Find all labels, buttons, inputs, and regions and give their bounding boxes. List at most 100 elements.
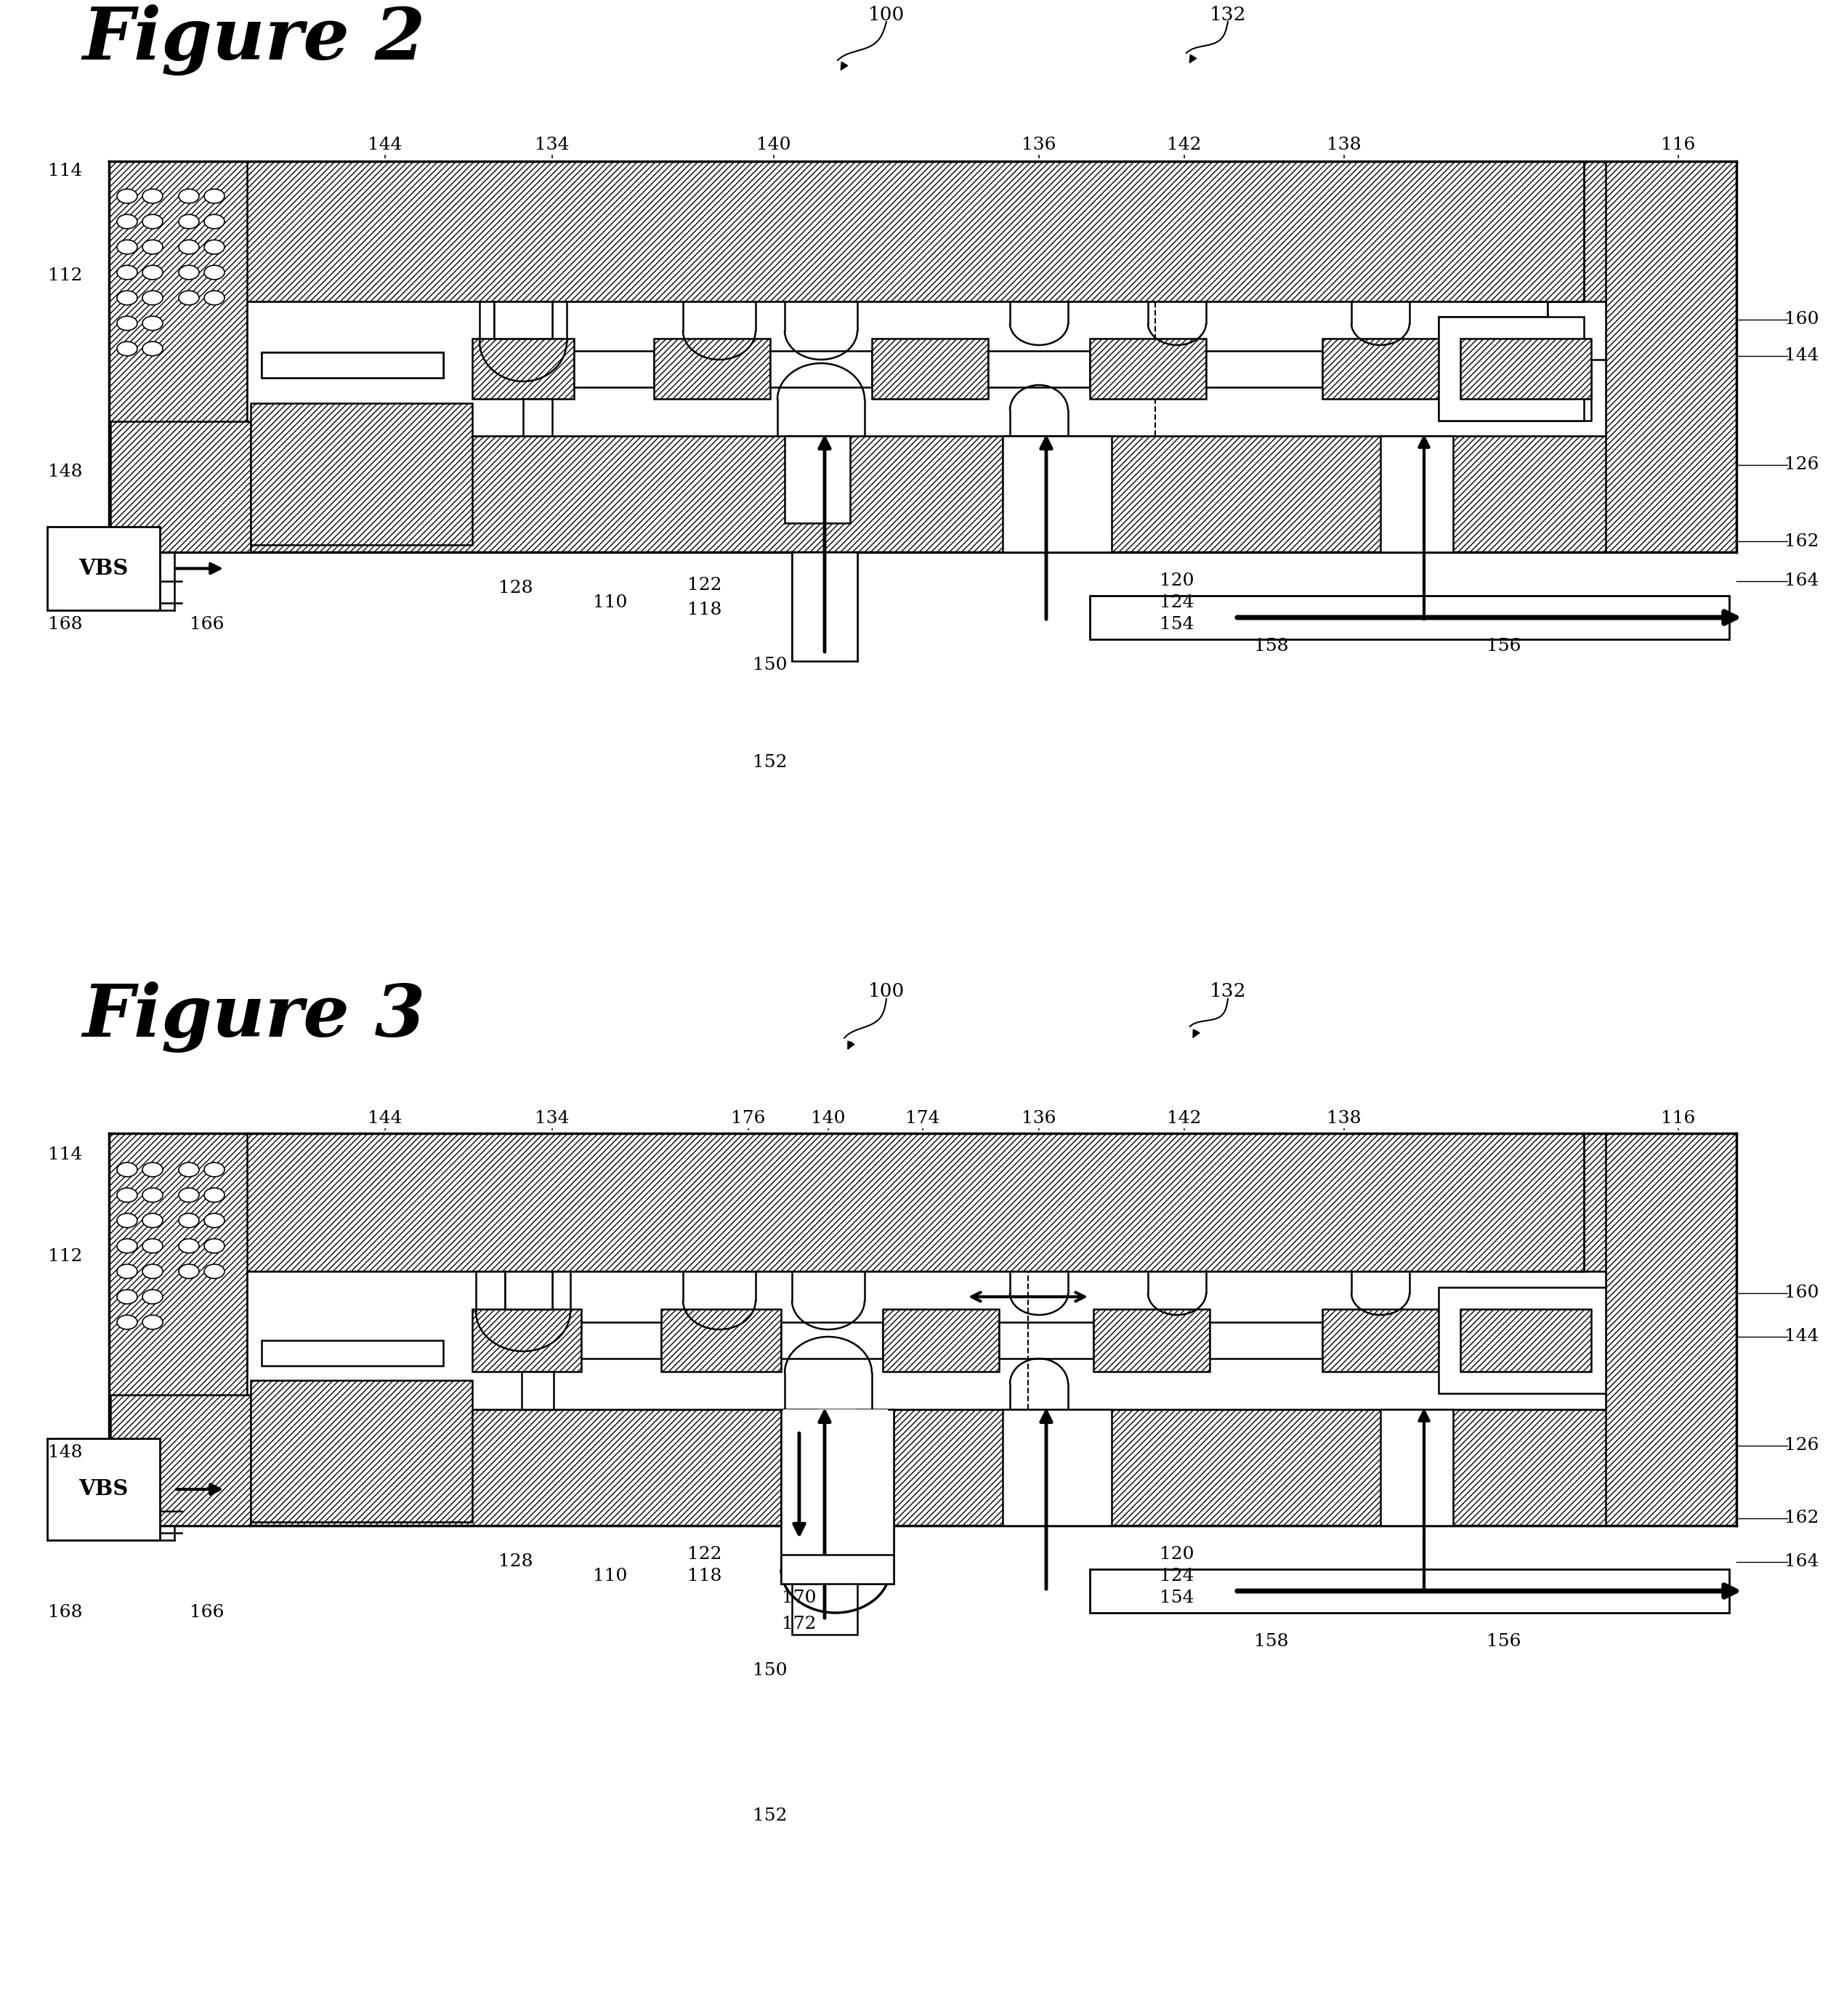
Ellipse shape bbox=[117, 1238, 137, 1254]
Bar bbox=[770, 351, 872, 387]
Text: 142: 142 bbox=[1166, 1111, 1201, 1127]
Text: 122: 122 bbox=[687, 1546, 722, 1562]
Text: 172: 172 bbox=[782, 1615, 817, 1633]
Ellipse shape bbox=[179, 214, 199, 228]
Text: 174: 174 bbox=[905, 1111, 940, 1127]
Text: 166: 166 bbox=[190, 1605, 225, 1621]
Bar bbox=[883, 1308, 1000, 1371]
Text: 126: 126 bbox=[1784, 1437, 1819, 1454]
Ellipse shape bbox=[205, 240, 225, 254]
Text: 164: 164 bbox=[1784, 1554, 1819, 1570]
Bar bbox=[792, 1526, 857, 1635]
Bar bbox=[505, 1272, 552, 1308]
Ellipse shape bbox=[205, 266, 225, 280]
Ellipse shape bbox=[143, 1214, 163, 1228]
Ellipse shape bbox=[117, 214, 137, 228]
Bar bbox=[48, 1439, 159, 1540]
Text: 154: 154 bbox=[1159, 1591, 1194, 1607]
Bar bbox=[1000, 1322, 1093, 1359]
Bar bbox=[250, 403, 472, 544]
Text: 132: 132 bbox=[1210, 6, 1247, 24]
Bar bbox=[48, 526, 159, 611]
Ellipse shape bbox=[143, 317, 163, 331]
Text: 110: 110 bbox=[592, 595, 627, 611]
Text: 176: 176 bbox=[731, 1111, 766, 1127]
Ellipse shape bbox=[143, 341, 163, 357]
Text: 100: 100 bbox=[868, 6, 905, 24]
Bar bbox=[872, 339, 989, 399]
Ellipse shape bbox=[117, 290, 137, 304]
Bar bbox=[110, 421, 250, 552]
Bar bbox=[781, 1409, 817, 1585]
Bar bbox=[574, 351, 654, 387]
Bar bbox=[781, 1322, 883, 1359]
Ellipse shape bbox=[117, 341, 137, 357]
Bar bbox=[1002, 1409, 1111, 1526]
Text: 138: 138 bbox=[1327, 137, 1362, 153]
Text: 168: 168 bbox=[48, 617, 82, 633]
Text: 132: 132 bbox=[1210, 982, 1247, 1000]
Ellipse shape bbox=[143, 1290, 163, 1304]
Bar bbox=[110, 1133, 1737, 1272]
Bar bbox=[1439, 317, 1590, 421]
Ellipse shape bbox=[117, 1187, 137, 1202]
Text: 100: 100 bbox=[868, 982, 905, 1000]
Bar bbox=[1089, 1568, 1729, 1613]
Ellipse shape bbox=[179, 190, 199, 204]
Text: 142: 142 bbox=[1166, 137, 1201, 153]
Ellipse shape bbox=[205, 290, 225, 304]
Text: 118: 118 bbox=[687, 1568, 722, 1585]
Ellipse shape bbox=[179, 1187, 199, 1202]
Text: 164: 164 bbox=[1784, 573, 1819, 589]
Ellipse shape bbox=[143, 240, 163, 254]
Bar bbox=[1461, 1308, 1590, 1371]
Text: 114: 114 bbox=[48, 163, 82, 179]
Ellipse shape bbox=[143, 1314, 163, 1329]
Ellipse shape bbox=[143, 1238, 163, 1254]
Text: 150: 150 bbox=[753, 657, 788, 673]
Bar bbox=[1605, 1133, 1737, 1526]
Ellipse shape bbox=[205, 1264, 225, 1278]
Text: 156: 156 bbox=[1486, 639, 1521, 655]
Text: 140: 140 bbox=[757, 137, 792, 153]
Ellipse shape bbox=[143, 290, 163, 304]
Text: 128: 128 bbox=[499, 1554, 534, 1570]
Ellipse shape bbox=[143, 1264, 163, 1278]
Bar bbox=[857, 1409, 894, 1585]
Ellipse shape bbox=[179, 1238, 199, 1254]
Bar bbox=[1093, 1308, 1210, 1371]
Text: Figure 3: Figure 3 bbox=[82, 982, 426, 1052]
Bar bbox=[1380, 1409, 1453, 1526]
Text: 112: 112 bbox=[48, 268, 82, 284]
Text: 152: 152 bbox=[753, 1808, 788, 1824]
Text: 138: 138 bbox=[1327, 1111, 1362, 1127]
Bar bbox=[781, 1554, 894, 1585]
Ellipse shape bbox=[117, 190, 137, 204]
Text: 168: 168 bbox=[48, 1605, 82, 1621]
Text: 120: 120 bbox=[1159, 573, 1194, 589]
Ellipse shape bbox=[179, 1214, 199, 1228]
Text: 134: 134 bbox=[536, 137, 570, 153]
Bar bbox=[1461, 339, 1590, 399]
Bar bbox=[472, 339, 574, 399]
Text: 170: 170 bbox=[782, 1591, 817, 1607]
Bar bbox=[110, 1409, 1737, 1526]
Text: 124: 124 bbox=[1159, 595, 1194, 611]
Ellipse shape bbox=[117, 1264, 137, 1278]
Bar bbox=[784, 435, 850, 522]
Text: VBS: VBS bbox=[79, 558, 128, 579]
Text: 144: 144 bbox=[367, 1111, 402, 1127]
Text: 136: 136 bbox=[1022, 1111, 1057, 1127]
Bar bbox=[261, 353, 442, 377]
Ellipse shape bbox=[143, 214, 163, 228]
Bar bbox=[494, 302, 552, 339]
Bar bbox=[581, 1322, 662, 1359]
Text: 116: 116 bbox=[1662, 137, 1696, 153]
Ellipse shape bbox=[117, 240, 137, 254]
Text: 148: 148 bbox=[48, 1445, 82, 1462]
Bar bbox=[1206, 351, 1322, 387]
Ellipse shape bbox=[117, 1163, 137, 1177]
Text: 126: 126 bbox=[1784, 456, 1819, 474]
Text: 144: 144 bbox=[1784, 1329, 1819, 1345]
Text: 150: 150 bbox=[753, 1663, 788, 1679]
